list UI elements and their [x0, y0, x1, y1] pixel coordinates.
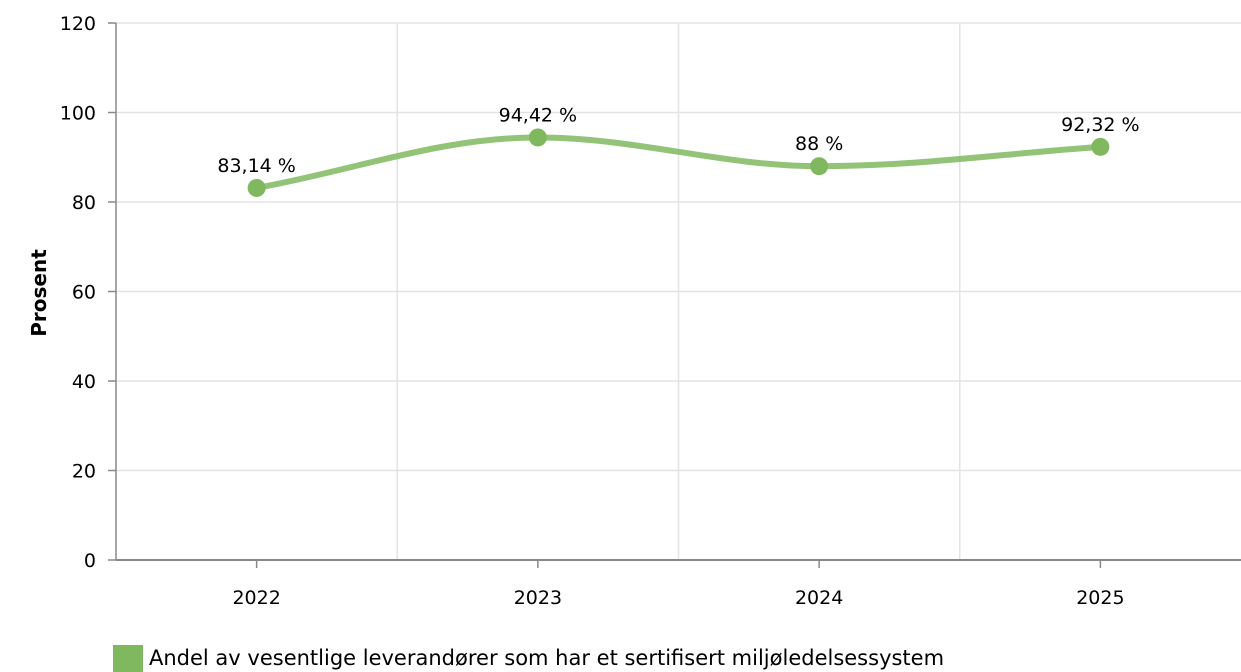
y-tick-label: 40 — [72, 371, 96, 393]
data-label: 94,42 % — [499, 104, 578, 126]
y-tick-label: 120 — [60, 13, 96, 35]
data-label: 88 % — [795, 133, 843, 155]
data-point — [1091, 137, 1110, 156]
legend-swatch — [113, 645, 143, 672]
y-tick-label: 20 — [72, 461, 96, 483]
data-point — [528, 128, 547, 147]
legend[interactable]: Andel av vesentlige leverandører som har… — [113, 645, 944, 672]
y-tick-label: 80 — [72, 192, 96, 214]
data-labels: 83,14 % 94,42 % 88 % 92,32 % — [217, 104, 1139, 176]
data-label: 92,32 % — [1061, 114, 1140, 136]
data-point — [247, 178, 266, 197]
x-tick-label: 2024 — [795, 587, 843, 609]
grid-lines — [116, 22, 1241, 560]
series-layer — [247, 128, 1110, 197]
x-tick-label: 2022 — [232, 587, 280, 609]
y-tick-label: 60 — [72, 282, 96, 304]
series-line — [253, 134, 1104, 191]
x-tick-label: 2025 — [1076, 587, 1124, 609]
y-axis-title: Prosent — [27, 249, 51, 337]
y-tick-label: 0 — [84, 550, 96, 572]
axes: 0 20 40 60 80 100 120 2022 2023 2024 2025 — [60, 13, 1241, 609]
data-label: 83,14 % — [217, 155, 296, 177]
data-point — [810, 157, 829, 176]
legend-label: Andel av vesentlige leverandører som har… — [149, 646, 945, 670]
x-tick-label: 2023 — [514, 587, 562, 609]
y-tick-label: 100 — [60, 103, 96, 125]
